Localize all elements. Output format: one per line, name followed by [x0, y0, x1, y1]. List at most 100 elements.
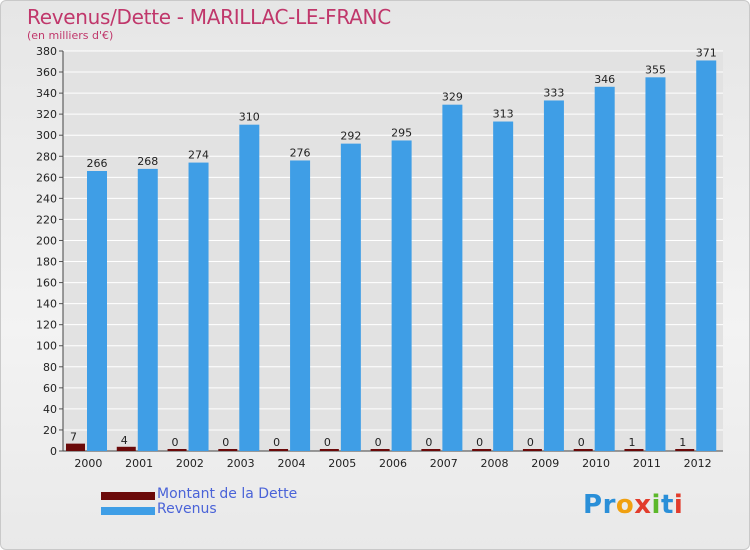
data-label-revenus: 346	[594, 73, 615, 86]
y-tick-label: 140	[36, 298, 57, 311]
data-label-revenus: 310	[239, 111, 260, 124]
bar-revenus	[442, 104, 463, 452]
y-tick-label: 100	[36, 340, 57, 353]
chart-title: Revenus/Dette - MARILLAC-LE-FRANC	[27, 5, 391, 29]
x-tick-label: 2002	[176, 457, 204, 470]
y-tick-label: 120	[36, 319, 57, 332]
y-tick-label: 40	[43, 403, 57, 416]
data-label-dette: 0	[172, 436, 179, 449]
y-tick-label: 180	[36, 256, 57, 269]
bar-dette	[167, 449, 187, 451]
bar-dette	[472, 449, 492, 451]
y-tick-label: 0	[50, 445, 57, 458]
data-label-dette: 0	[425, 436, 432, 449]
bar-revenus	[645, 77, 666, 451]
bar-revenus	[340, 143, 361, 451]
bar-revenus	[696, 60, 717, 451]
logo-letter: i	[651, 490, 661, 520]
bar-revenus	[543, 100, 564, 451]
bar-revenus	[391, 140, 412, 451]
y-tick-label: 260	[36, 171, 57, 184]
y-tick-label: 200	[36, 234, 57, 247]
x-tick-label: 2007	[430, 457, 458, 470]
data-label-dette: 0	[578, 436, 585, 449]
bar-dette	[218, 449, 238, 451]
bar-dette	[675, 449, 695, 451]
data-label-revenus: 266	[87, 157, 108, 170]
y-tick-label: 60	[43, 382, 57, 395]
y-tick-label: 280	[36, 150, 57, 163]
x-tick-label: 2006	[379, 457, 407, 470]
x-tick-label: 2005	[328, 457, 356, 470]
legend-swatch-dette	[101, 492, 155, 500]
logo-letter: t	[660, 490, 674, 520]
bar-dette	[421, 449, 441, 451]
data-label-dette: 0	[324, 436, 331, 449]
bar-dette	[66, 443, 85, 451]
y-tick-label: 360	[36, 66, 57, 79]
bar-dette	[116, 446, 136, 451]
x-tick-label: 2009	[531, 457, 559, 470]
x-tick-label: 2012	[684, 457, 712, 470]
logo-letter: P	[583, 490, 603, 520]
bar-dette	[522, 449, 542, 451]
y-tick-label: 300	[36, 129, 57, 142]
y-tick-label: 20	[43, 424, 57, 437]
y-tick-label: 340	[36, 87, 57, 100]
data-label-dette: 0	[476, 436, 483, 449]
y-tick-label: 320	[36, 108, 57, 121]
data-label-revenus: 313	[493, 108, 514, 121]
legend-label-dette: Montant de la Dette	[157, 486, 298, 502]
proxiti-logo: Proxiti	[583, 490, 683, 520]
bar-revenus	[594, 86, 615, 451]
chart-subtitle: (en milliers d'€)	[27, 29, 114, 42]
logo-letter: x	[634, 490, 652, 520]
bar-revenus	[87, 171, 107, 451]
data-label-dette: 1	[679, 436, 686, 449]
y-tick-label: 240	[36, 192, 57, 205]
data-label-revenus: 329	[442, 91, 463, 104]
logo-letter: r	[602, 490, 616, 520]
bar-dette	[319, 449, 339, 451]
bar-dette	[370, 449, 390, 451]
data-label-revenus: 274	[188, 149, 209, 162]
bar-revenus	[137, 168, 158, 452]
x-tick-label: 2011	[633, 457, 661, 470]
legend-label-revenus: Revenus	[157, 501, 217, 517]
bar-revenus	[493, 121, 514, 452]
bar-revenus	[290, 160, 311, 451]
bar-revenus	[188, 162, 209, 451]
logo-letter: i	[673, 490, 684, 520]
x-tick-label: 2001	[125, 457, 153, 470]
data-label-revenus: 333	[543, 86, 564, 99]
y-tick-label: 220	[36, 213, 57, 226]
data-label-dette: 0	[273, 436, 280, 449]
data-label-dette: 7	[70, 431, 77, 444]
data-label-revenus: 276	[290, 146, 311, 159]
x-tick-label: 2004	[277, 457, 305, 470]
y-tick-label: 160	[36, 277, 57, 290]
x-tick-label: 2008	[481, 457, 509, 470]
bar-dette	[269, 449, 289, 451]
y-tick-label: 380	[36, 45, 57, 58]
x-tick-label: 2010	[582, 457, 610, 470]
x-tick-label: 2000	[74, 457, 102, 470]
bar-dette	[624, 449, 644, 451]
bar-revenus	[239, 124, 260, 452]
data-label-dette: 0	[375, 436, 382, 449]
data-label-dette: 0	[527, 436, 534, 449]
data-label-revenus: 355	[645, 63, 666, 76]
data-label-dette: 4	[121, 434, 128, 447]
data-label-dette: 1	[628, 436, 635, 449]
bar-dette	[573, 449, 593, 451]
data-label-revenus: 371	[696, 46, 717, 59]
x-tick-label: 2003	[227, 457, 255, 470]
y-tick-label: 80	[43, 361, 57, 374]
data-label-revenus: 295	[391, 126, 412, 139]
legend-swatch-revenus	[101, 507, 155, 515]
logo-letter: o	[615, 490, 635, 520]
data-label-revenus: 292	[340, 130, 361, 143]
data-label-dette: 0	[222, 436, 229, 449]
data-label-revenus: 268	[137, 155, 158, 168]
